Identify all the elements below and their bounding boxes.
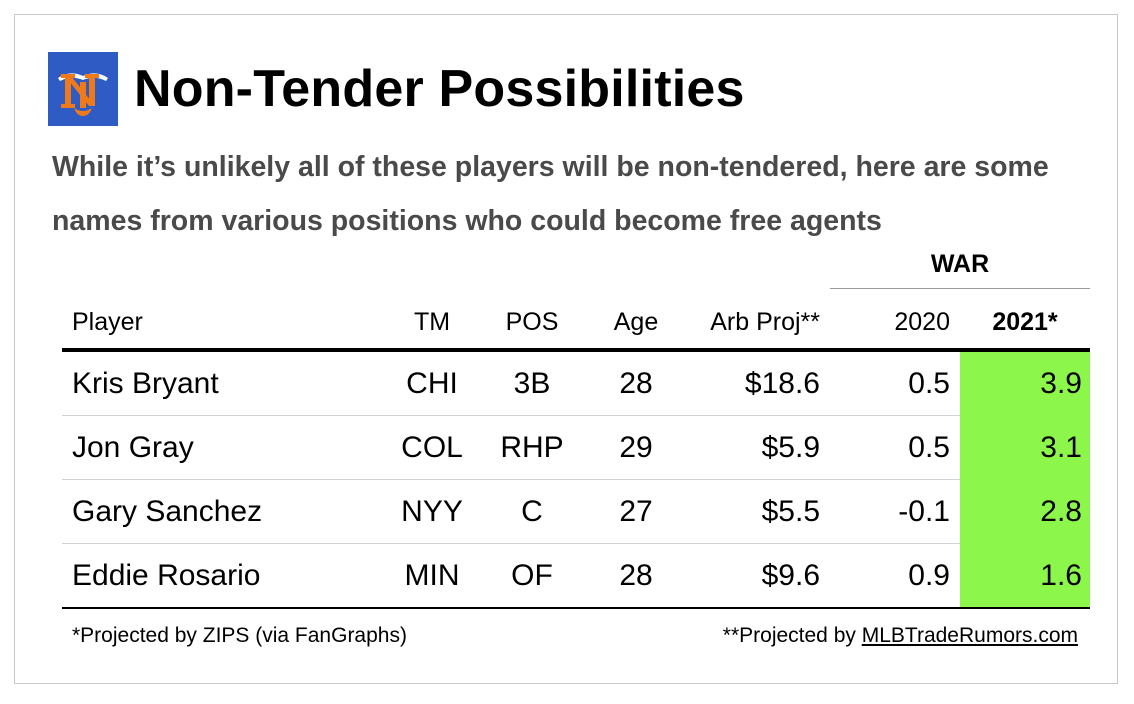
mlbtraderumors-link[interactable]: MLBTradeRumors.com [861, 624, 1078, 647]
cell-war-2020: 0.9 [908, 559, 950, 592]
column-header-arb-proj: Arb Proj** [710, 308, 820, 336]
cell-player: Jon Gray [72, 431, 194, 464]
row-divider [62, 415, 960, 416]
cell-position: OF [511, 559, 553, 592]
cell-arb-proj: $5.9 [761, 431, 820, 464]
cell-team: MIN [404, 559, 460, 592]
cell-war-2021: 2.8 [1040, 495, 1082, 528]
cell-position: 3B [513, 367, 551, 400]
war-group-rule [830, 288, 1090, 289]
cell-position: RHP [500, 431, 564, 464]
cell-player: Kris Bryant [72, 367, 219, 400]
cell-age: 29 [619, 431, 653, 464]
table-row: Eddie Rosario MIN OF 28 $9.6 0.9 1.6 [62, 544, 1090, 608]
war-group-header: WAR [930, 250, 990, 278]
footnote-arb-prefix: **Projected by [722, 624, 862, 647]
cell-team: NYY [401, 495, 463, 528]
footnote-zips: *Projected by ZIPS (via FanGraphs) [72, 624, 407, 647]
table-row: Gary Sanchez NYY C 27 $5.5 -0.1 2.8 [62, 480, 1090, 544]
cell-war-2020: 0.5 [908, 431, 950, 464]
page-title: Non-Tender Possibilities [134, 60, 745, 118]
column-header-player: Player [72, 308, 143, 336]
cell-war-2021: 3.1 [1040, 431, 1082, 464]
cell-player: Gary Sanchez [72, 495, 263, 528]
row-divider [62, 543, 960, 544]
cell-position: C [521, 495, 543, 528]
cell-age: 27 [619, 495, 653, 528]
cell-age: 28 [619, 559, 653, 592]
header-rule [62, 348, 1090, 352]
cell-war-2020: -0.1 [898, 495, 950, 528]
cell-war-2020: 0.5 [908, 367, 950, 400]
column-header-war-2020: 2020 [894, 308, 950, 336]
cell-player: Eddie Rosario [72, 559, 261, 592]
mets-ny-logo-icon [48, 52, 118, 126]
subtitle: While it’s unlikely all of these players… [52, 151, 1049, 237]
cell-age: 28 [619, 367, 653, 400]
footnote-arb: **Projected by MLBTradeRumors.com [723, 620, 1078, 652]
table-bottom-rule [62, 607, 1090, 609]
cell-arb-proj: $18.6 [744, 367, 820, 400]
column-header-age: Age [613, 308, 659, 336]
column-header-pos: POS [505, 308, 559, 336]
column-header-tm: TM [413, 308, 451, 336]
highlight-column-2021 [960, 352, 1090, 608]
cell-team: CHI [406, 367, 458, 400]
cell-team: COL [401, 431, 463, 464]
column-header-war-2021: 2021* [992, 308, 1058, 336]
cell-arb-proj: $9.6 [761, 559, 820, 592]
row-divider [62, 479, 960, 480]
cell-war-2021: 1.6 [1040, 559, 1082, 592]
cell-arb-proj: $5.5 [761, 495, 820, 528]
table-row: Jon Gray COL RHP 29 $5.9 0.5 3.1 [62, 416, 1090, 480]
cell-war-2021: 3.9 [1040, 367, 1082, 400]
table-row: Kris Bryant CHI 3B 28 $18.6 0.5 3.9 [62, 352, 1090, 416]
